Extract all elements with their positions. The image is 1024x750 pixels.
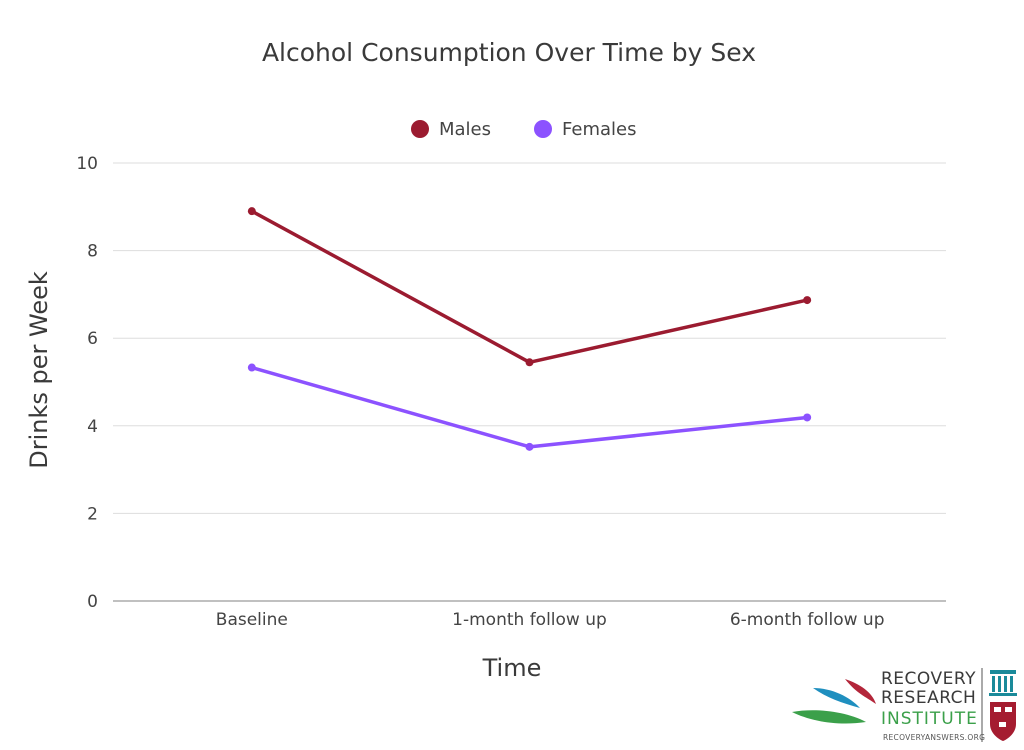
grid-lines: [113, 162, 946, 602]
y-tick-label: 8: [87, 242, 98, 262]
series-line-females: [251, 365, 808, 449]
legend-marker-females: [534, 120, 552, 138]
y-axis-title: Drinks per Week: [25, 271, 53, 469]
legend-marker-males: [411, 120, 429, 138]
legend-label-males: Males: [439, 119, 491, 140]
institution-icon: [989, 670, 1017, 696]
x-tick-label: 1-month follow up: [452, 610, 607, 630]
x-tick-labels: Baseline 1-month follow up 6-month follow …: [216, 610, 885, 630]
logo-line3: INSTITUTE: [881, 709, 978, 729]
data-point-females: [803, 413, 812, 422]
y-tick-label: 0: [87, 592, 98, 612]
y-tick-label: 2: [87, 504, 98, 524]
data-point-males: [247, 207, 256, 216]
x-tick-label: Baseline: [216, 610, 288, 630]
chart-title: Alcohol Consumption Over Time by Sex: [262, 38, 756, 67]
y-tick-label: 10: [76, 154, 98, 174]
recovery-research-institute-logo: RECOVERY RESEARCH INSTITUTE RECOVERYANSW…: [792, 668, 1017, 742]
y-tick-labels: 0 2 4 6 8 10: [76, 154, 98, 612]
y-tick-label: 4: [87, 417, 98, 437]
data-point-females: [247, 363, 256, 372]
legend: Males Females: [411, 119, 636, 140]
x-tick-label: 6-month follow up: [730, 610, 885, 630]
data-point-females: [525, 442, 534, 451]
logo-url: RECOVERYANSWERS.ORG: [883, 733, 985, 742]
series-lines: [247, 207, 812, 451]
data-point-males: [525, 358, 534, 367]
logo-line2: RESEARCH: [881, 688, 976, 708]
legend-label-females: Females: [562, 119, 636, 140]
x-axis-title: Time: [482, 654, 542, 682]
data-point-males: [803, 296, 812, 305]
logo-swoosh-icon: [792, 679, 876, 724]
series-line-males: [250, 209, 808, 365]
shield-icon: [990, 702, 1016, 741]
logo-line1: RECOVERY: [881, 669, 976, 689]
y-tick-label: 6: [87, 329, 98, 349]
